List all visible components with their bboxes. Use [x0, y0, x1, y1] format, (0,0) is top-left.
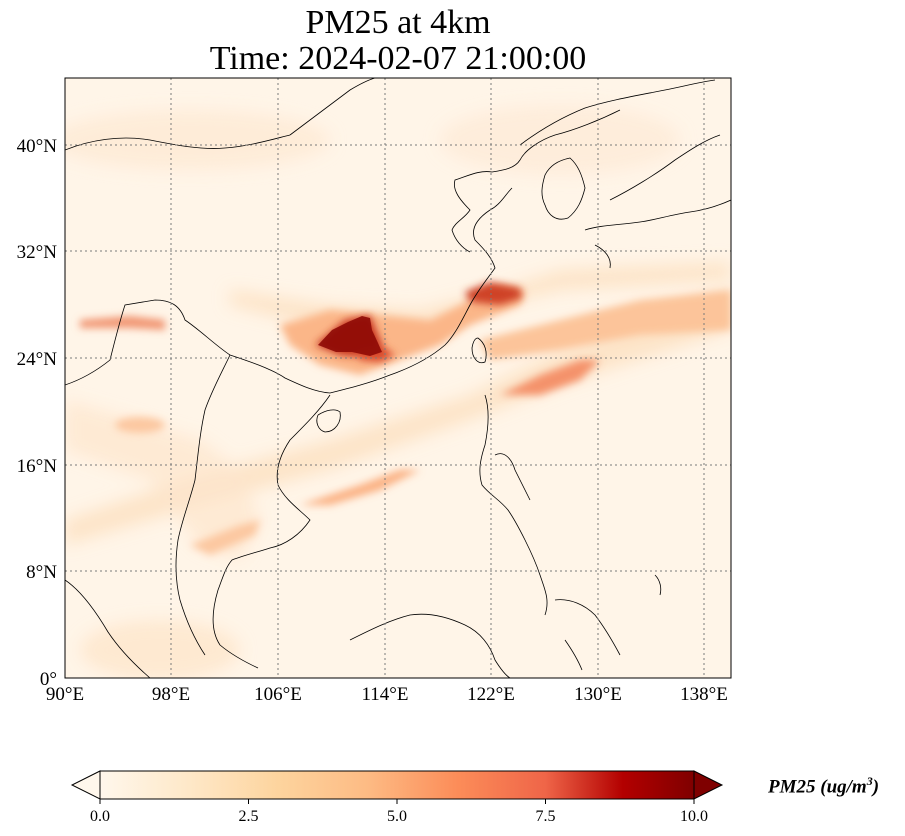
- gridlines: [65, 78, 731, 678]
- colorbar-tick-label: 7.5: [536, 808, 556, 825]
- colorbar-tick-label: 2.5: [239, 808, 259, 825]
- colorbar-ticks: [99, 799, 695, 804]
- lat-tick-label: 16°N: [17, 456, 58, 477]
- lon-tick-labels: 90°E 98°E 106°E 114°E 122°E 130°E 138°E: [46, 684, 728, 705]
- colorbar-title-close: ): [872, 776, 880, 798]
- lat-tick-labels: 0° 8°N 16°N 24°N 32°N 40°N: [17, 136, 58, 690]
- colorbar-gradient: [100, 771, 694, 799]
- pm25-hotspot: [318, 316, 382, 356]
- colorbar-extend-high: [693, 770, 724, 800]
- lon-tick-label: 130°E: [574, 684, 622, 705]
- colorbar-extend-low: [70, 770, 101, 800]
- map-frame: [64, 77, 732, 679]
- lon-tick-label: 138°E: [680, 684, 728, 705]
- colorbar-title: PM25 (ug/m3): [768, 774, 879, 798]
- pm25-field: [65, 78, 731, 678]
- colorbar-tick-label: 10.0: [680, 808, 708, 825]
- colorbar-title-text: PM25 (ug/m: [768, 776, 867, 798]
- map-title: PM25 at 4km: [305, 4, 491, 41]
- lat-tick-label: 32°N: [17, 242, 58, 263]
- colorbar: 0.0 2.5 5.0 7.5 10.0: [70, 770, 724, 825]
- colorbar-title-exponent: 3: [866, 774, 873, 788]
- lat-tick-label: 40°N: [17, 136, 58, 157]
- map-subtitle-time: Time: 2024-02-07 21:00:00: [209, 40, 587, 77]
- lon-tick-label: 106°E: [254, 684, 302, 705]
- lon-tick-label: 122°E: [467, 684, 515, 705]
- colorbar-tick-label: 0.0: [90, 808, 110, 825]
- lon-tick-label: 114°E: [362, 684, 409, 705]
- lat-tick-label: 0°: [40, 669, 57, 690]
- lat-tick-label: 8°N: [26, 562, 57, 583]
- map-background: [65, 78, 731, 678]
- colorbar-tick-label: 5.0: [387, 808, 407, 825]
- lon-tick-label: 98°E: [152, 684, 190, 705]
- lon-tick-label: 90°E: [46, 684, 84, 705]
- lat-tick-label: 24°N: [17, 349, 58, 370]
- coastlines: [65, 78, 731, 678]
